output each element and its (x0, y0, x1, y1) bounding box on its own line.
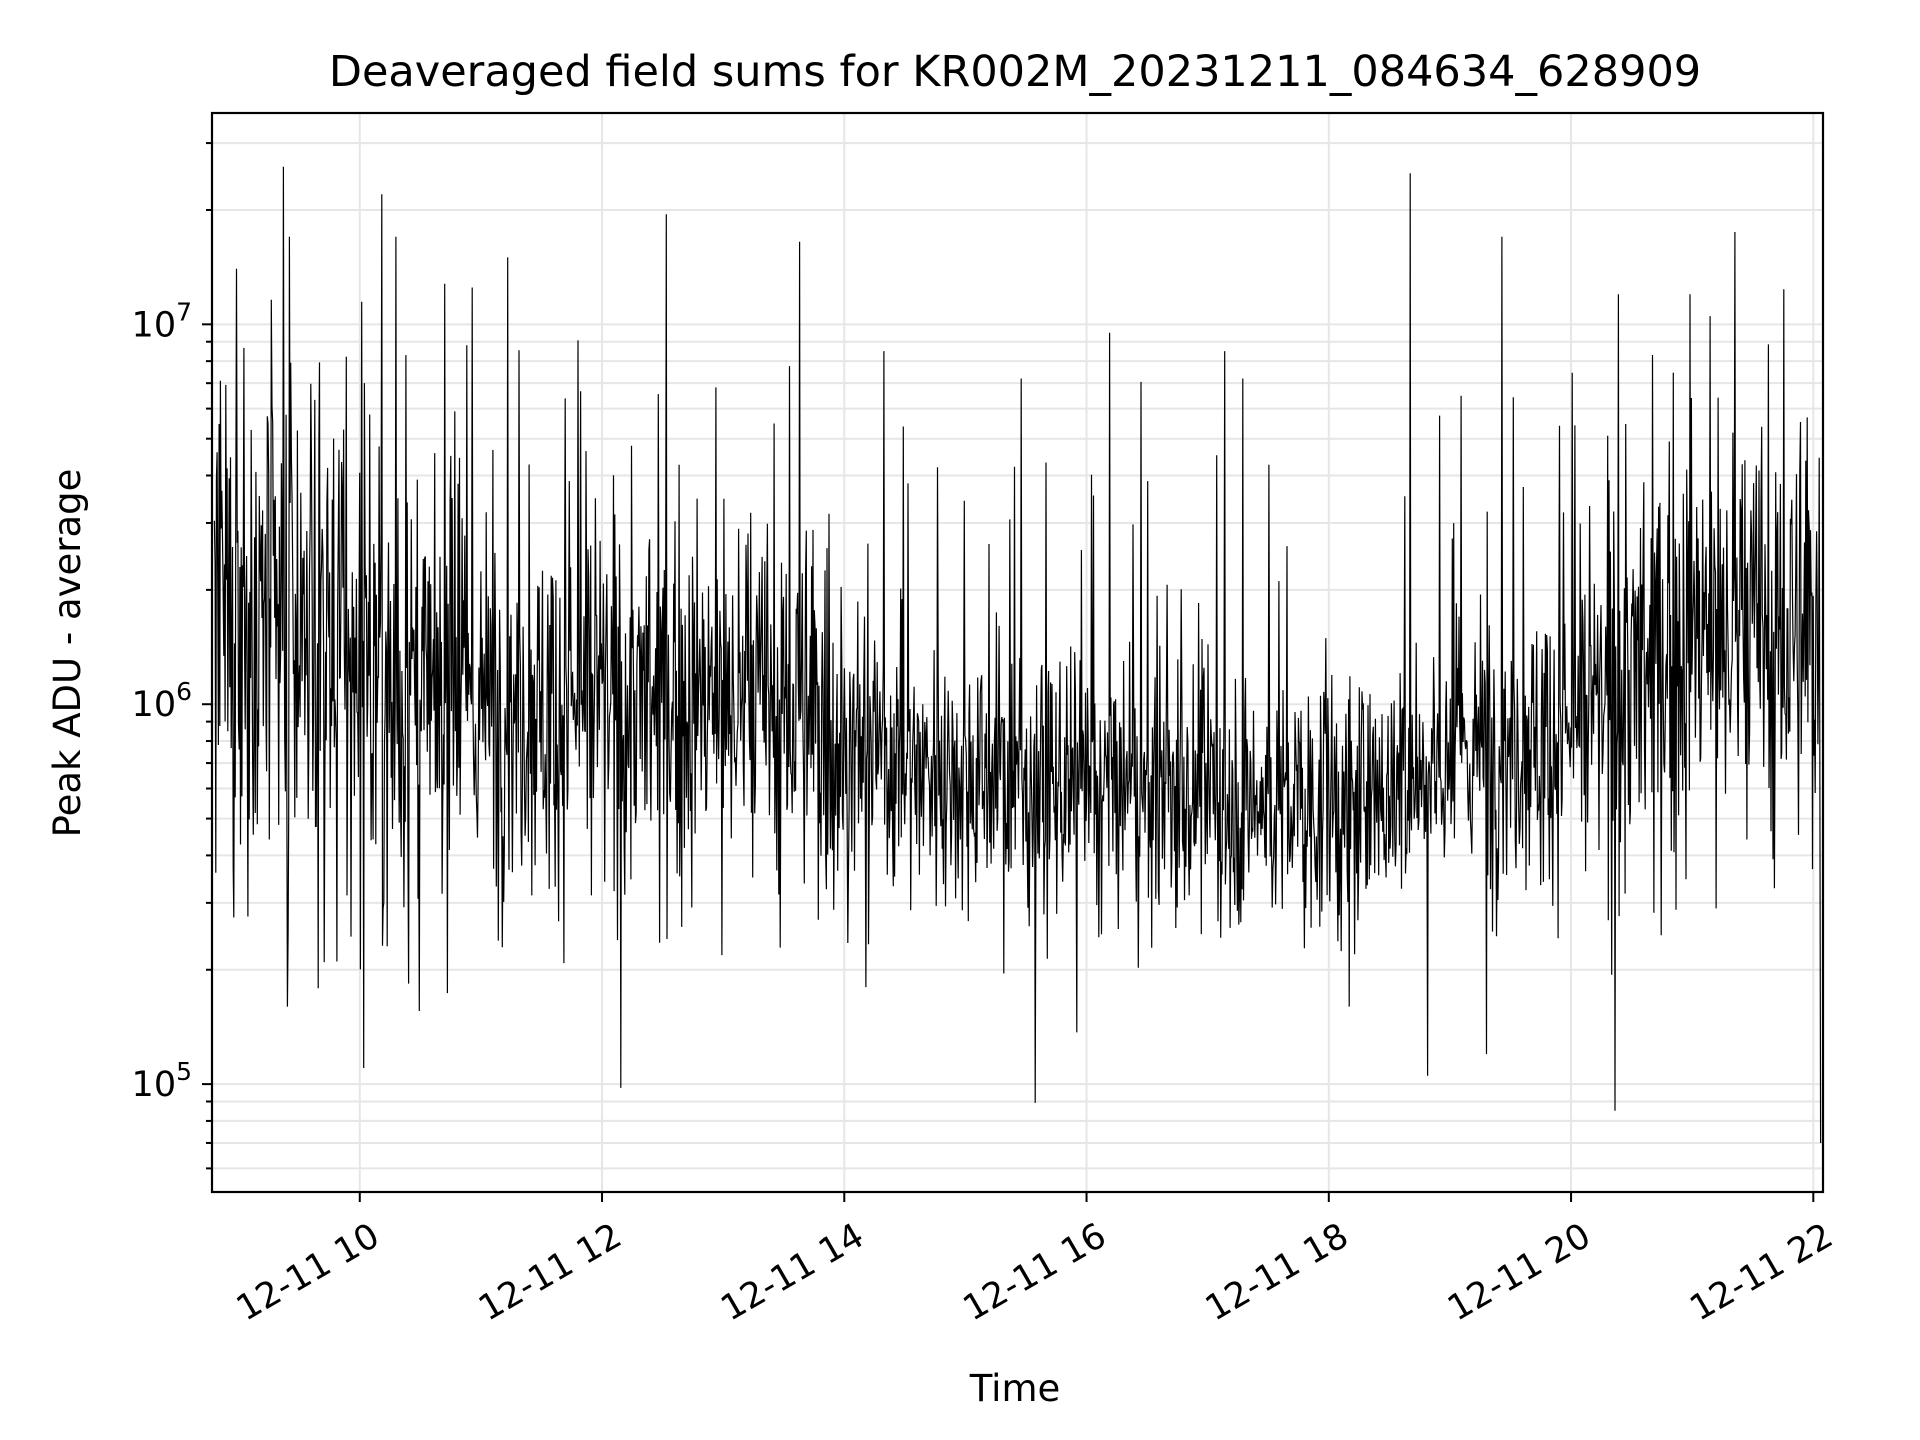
x-tick-label: 12-11 22 (1684, 1216, 1840, 1329)
x-tick-label: 12-11 18 (1199, 1216, 1355, 1329)
x-tick-label: 12-11 14 (714, 1216, 870, 1329)
x-tick-label: 12-11 12 (472, 1216, 628, 1329)
x-tick-label: 12-11 16 (957, 1216, 1113, 1329)
y-tick-label: 105 (132, 1057, 192, 1105)
y-tick-label: 107 (132, 297, 192, 345)
x-axis-label: Time (969, 1367, 1061, 1410)
x-tick-label: 12-11 10 (230, 1216, 386, 1329)
axes (210, 111, 1825, 1194)
x-tick-label: 12-11 20 (1441, 1216, 1597, 1329)
plot-frame (210, 111, 1825, 1194)
chart-title: Deaveraged field sums for KR002M_2023121… (329, 47, 1701, 97)
y-axis-label: Peak ADU - average (46, 469, 89, 838)
y-tick-label: 106 (132, 677, 192, 725)
series (213, 166, 1822, 1144)
data-series-line (213, 166, 1822, 1144)
